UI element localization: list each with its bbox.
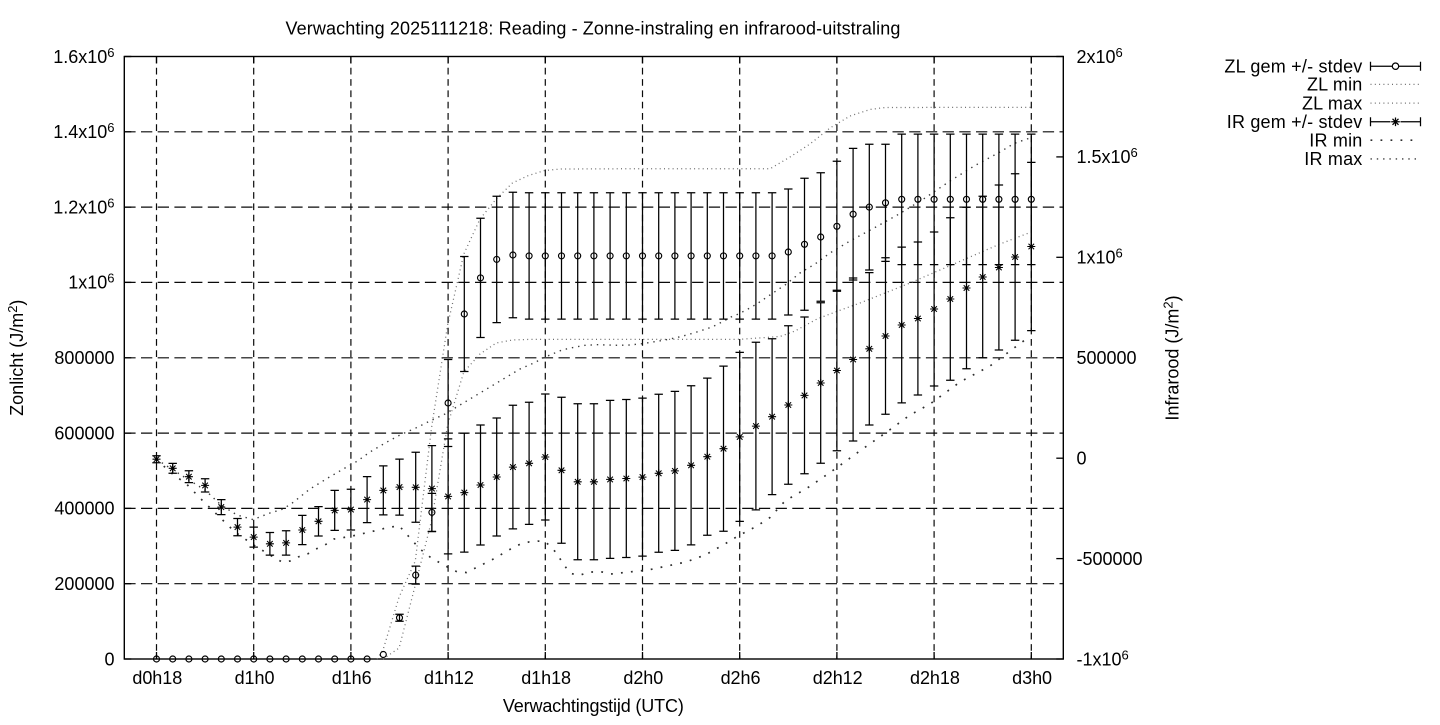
svg-text:d2h18: d2h18 (910, 668, 960, 688)
svg-text:800000: 800000 (54, 348, 114, 368)
svg-text:0: 0 (104, 649, 114, 669)
svg-text:d2h12: d2h12 (813, 668, 863, 688)
svg-text:d2h6: d2h6 (721, 668, 761, 688)
svg-text:IR min: IR min (1309, 131, 1362, 151)
svg-text:2x106: 2x106 (1077, 45, 1123, 67)
svg-text:1x106: 1x106 (1077, 246, 1123, 268)
svg-text:-500000: -500000 (1077, 549, 1143, 569)
svg-text:ZL gem +/- stdev: ZL gem +/- stdev (1224, 57, 1362, 77)
svg-text:Verwachting 2025111218: Readin: Verwachting 2025111218: Reading - Zonne-… (286, 19, 901, 39)
svg-text:Infrarood (J/m2): Infrarood (J/m2) (1161, 295, 1183, 420)
svg-text:Verwachtingstijd (UTC): Verwachtingstijd (UTC) (503, 696, 684, 716)
svg-text:1.4x106: 1.4x106 (53, 120, 114, 142)
svg-text:0: 0 (1077, 449, 1087, 469)
svg-text:IR gem +/- stdev: IR gem +/- stdev (1227, 112, 1363, 132)
svg-text:d1h0: d1h0 (235, 668, 275, 688)
svg-text:ZL max: ZL max (1302, 93, 1363, 113)
svg-text:600000: 600000 (54, 423, 114, 443)
svg-text:Zonlicht (J/m2): Zonlicht (J/m2) (5, 300, 27, 416)
svg-text:d0h18: d0h18 (132, 668, 182, 688)
svg-text:1.2x106: 1.2x106 (53, 195, 114, 217)
svg-text:500000: 500000 (1077, 348, 1137, 368)
svg-text:1x106: 1x106 (68, 271, 114, 293)
svg-text:ZL min: ZL min (1307, 75, 1363, 95)
svg-text:400000: 400000 (54, 499, 114, 519)
svg-text:d1h6: d1h6 (332, 668, 372, 688)
svg-text:d1h18: d1h18 (521, 668, 571, 688)
svg-text:d1h12: d1h12 (424, 668, 474, 688)
svg-text:1.5x106: 1.5x106 (1077, 145, 1138, 167)
svg-text:IR max: IR max (1304, 149, 1362, 169)
svg-text:1.6x106: 1.6x106 (53, 45, 114, 67)
svg-text:-1x106: -1x106 (1077, 647, 1129, 669)
svg-text:d2h0: d2h0 (623, 668, 663, 688)
svg-text:d3h0: d3h0 (1012, 668, 1052, 688)
svg-text:200000: 200000 (54, 574, 114, 594)
